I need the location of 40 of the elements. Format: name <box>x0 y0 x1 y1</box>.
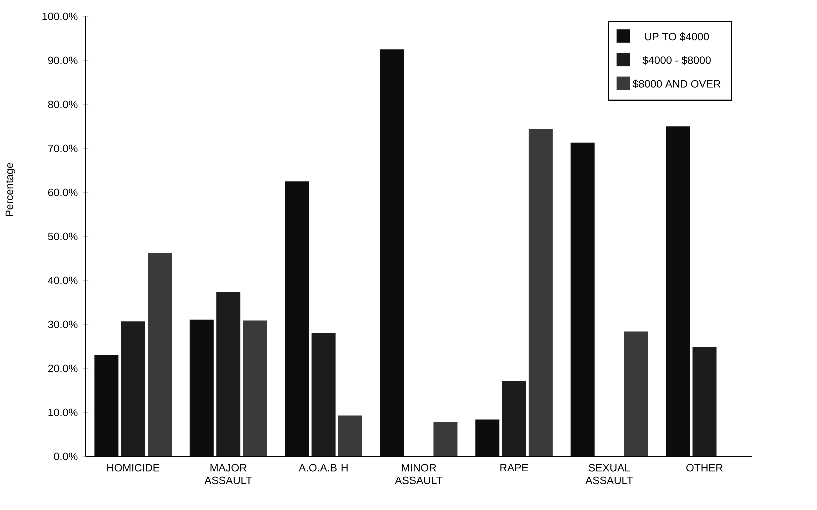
legend-label: $4000 - $8000 <box>642 56 711 65</box>
bar <box>243 320 268 457</box>
y-tick-label: 30.0% <box>48 320 78 328</box>
bar <box>216 292 241 457</box>
x-tick-label: RAPE <box>500 464 528 472</box>
y-tick-label: 20.0% <box>48 364 78 372</box>
bar <box>528 129 553 457</box>
bar <box>434 422 458 457</box>
y-tick-label: 80.0% <box>48 100 78 108</box>
y-tick-label: 70.0% <box>48 144 78 152</box>
x-tick-label: OTHER <box>686 464 723 472</box>
bar <box>190 320 214 457</box>
bar <box>476 420 500 457</box>
bar <box>312 333 336 457</box>
y-tick-label: 40.0% <box>48 276 78 284</box>
legend-label: $8000 AND OVER <box>632 80 721 88</box>
y-tick-label: 100.0% <box>42 12 78 20</box>
bar <box>624 332 648 457</box>
x-tick-label: A.O.A.B H <box>298 464 348 472</box>
bar <box>380 50 404 457</box>
x-tick-label: MINOR ASSAULT <box>395 464 443 484</box>
bar <box>666 126 690 457</box>
y-tick-label: 60.0% <box>48 188 78 196</box>
legend-label: UP TO $4000 <box>645 32 710 42</box>
bar <box>94 355 119 457</box>
y-tick-label: 10.0% <box>48 408 78 416</box>
bar <box>692 347 717 457</box>
bar <box>570 142 595 457</box>
x-tick-label: SEXUAL ASSAULT <box>586 464 634 484</box>
bar <box>338 416 362 457</box>
y-tick-label: 90.0% <box>48 56 78 64</box>
bar <box>285 182 310 457</box>
bar <box>148 253 172 457</box>
bar <box>121 322 146 457</box>
x-tick-label: MAJOR ASSAULT <box>204 464 252 484</box>
bar <box>502 380 526 457</box>
y-tick-label: 50.0% <box>48 232 78 240</box>
x-tick-label: HOMICIDE <box>108 464 160 472</box>
y-axis-title: Percentage <box>6 163 16 216</box>
y-tick-label: 0.0% <box>54 452 78 460</box>
